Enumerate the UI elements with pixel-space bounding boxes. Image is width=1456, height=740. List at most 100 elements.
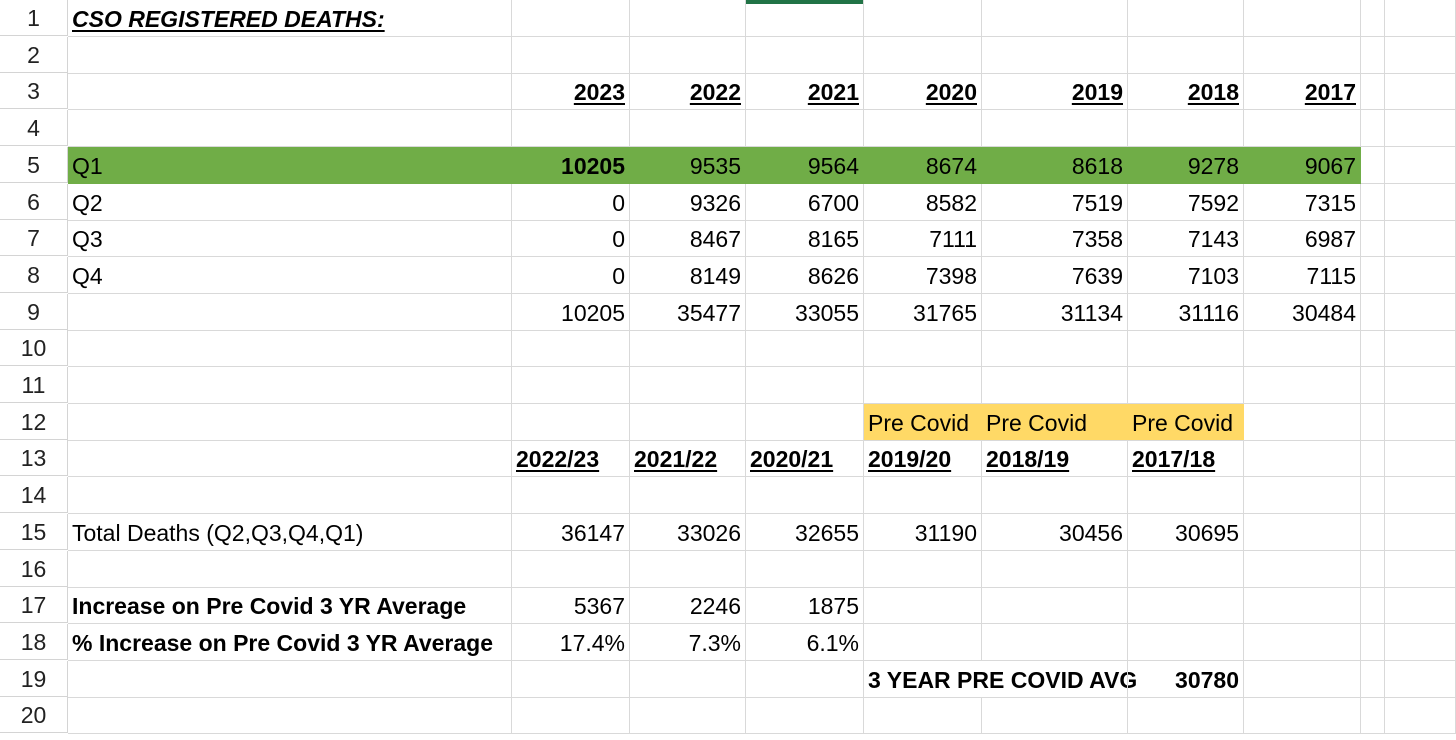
quarter-value[interactable]: 9067 — [1244, 146, 1361, 184]
cell[interactable] — [512, 477, 630, 515]
cell[interactable] — [1385, 440, 1456, 478]
cell[interactable] — [864, 550, 982, 588]
cell[interactable] — [1361, 403, 1385, 441]
quarter-value[interactable]: 8165 — [746, 220, 864, 258]
cell[interactable] — [1361, 660, 1385, 698]
cell[interactable] — [864, 367, 982, 404]
cell[interactable] — [1385, 0, 1456, 37]
cell[interactable] — [1385, 550, 1456, 588]
cell[interactable] — [1128, 110, 1244, 148]
sheet-title[interactable]: CSO REGISTERED DEATHS: — [68, 0, 512, 37]
cell[interactable] — [746, 660, 864, 698]
cell[interactable] — [1385, 110, 1456, 148]
period-header[interactable]: 2019/20 — [864, 440, 982, 478]
cell[interactable] — [1385, 293, 1456, 331]
cell[interactable] — [1361, 550, 1385, 588]
cell[interactable] — [68, 36, 512, 74]
cell[interactable] — [1385, 697, 1456, 735]
quarter-value[interactable]: 8626 — [746, 256, 864, 294]
cell[interactable] — [68, 73, 512, 111]
cell[interactable] — [630, 0, 746, 37]
cell[interactable] — [512, 367, 630, 404]
cell[interactable] — [1361, 587, 1385, 625]
row-header[interactable]: 18 — [0, 623, 68, 660]
total-deaths-label[interactable]: Total Deaths (Q2,Q3,Q4,Q1) — [68, 513, 512, 551]
cell[interactable] — [982, 330, 1128, 368]
cell[interactable] — [1244, 513, 1361, 551]
cell[interactable] — [1244, 660, 1361, 698]
year-header[interactable]: 2020 — [864, 73, 982, 111]
cell[interactable] — [630, 36, 746, 74]
cell[interactable] — [1361, 440, 1385, 478]
pre-covid-label[interactable]: Pre Covid — [982, 403, 1128, 441]
cell[interactable] — [746, 330, 864, 368]
cell[interactable] — [68, 330, 512, 368]
cell[interactable] — [1244, 0, 1361, 37]
period-header[interactable]: 2021/22 — [630, 440, 746, 478]
cell[interactable] — [1128, 550, 1244, 588]
cell[interactable] — [512, 697, 630, 735]
cell[interactable] — [68, 440, 512, 478]
cell[interactable] — [1385, 330, 1456, 368]
cell[interactable] — [746, 367, 864, 404]
quarter-value[interactable]: 7143 — [1128, 220, 1244, 258]
cell[interactable] — [512, 110, 630, 148]
pct-increase-label[interactable]: % Increase on Pre Covid 3 YR Average — [68, 623, 512, 661]
row-header[interactable]: 7 — [0, 220, 68, 257]
cell[interactable] — [1128, 36, 1244, 74]
row-header[interactable]: 13 — [0, 440, 68, 477]
cell[interactable] — [864, 477, 982, 515]
total-deaths-value[interactable]: 36147 — [512, 513, 630, 551]
cell[interactable] — [1244, 330, 1361, 368]
cell[interactable] — [1385, 623, 1456, 661]
quarter-value[interactable]: 9535 — [630, 146, 746, 184]
cell[interactable] — [1385, 73, 1456, 111]
pct-increase-value[interactable]: 6.1% — [746, 623, 864, 661]
cell[interactable] — [982, 660, 1128, 698]
total-deaths-value[interactable]: 30695 — [1128, 513, 1244, 551]
year-header[interactable]: 2023 — [512, 73, 630, 111]
cell[interactable] — [1244, 440, 1361, 478]
cell[interactable] — [1385, 403, 1456, 441]
quarter-value[interactable]: 10205 — [512, 146, 630, 184]
row-header[interactable]: 1 — [0, 0, 68, 36]
cell[interactable] — [864, 36, 982, 74]
row-header[interactable]: 8 — [0, 256, 68, 293]
cell[interactable] — [1385, 367, 1456, 404]
row-header[interactable]: 3 — [0, 73, 68, 110]
period-header[interactable]: 2017/18 — [1128, 440, 1244, 478]
cell[interactable] — [68, 697, 512, 735]
cell[interactable] — [630, 110, 746, 148]
total-deaths-value[interactable]: 31190 — [864, 513, 982, 551]
cell[interactable] — [1385, 513, 1456, 551]
quarter-value[interactable]: 7398 — [864, 256, 982, 294]
cell[interactable] — [1128, 0, 1244, 37]
cell[interactable] — [630, 660, 746, 698]
period-header[interactable]: 2022/23 — [512, 440, 630, 478]
total-deaths-value[interactable]: 30456 — [982, 513, 1128, 551]
cell[interactable] — [746, 477, 864, 515]
quarter-value[interactable]: 7519 — [982, 183, 1128, 221]
row-header[interactable]: 6 — [0, 183, 68, 220]
increase-value[interactable]: 2246 — [630, 587, 746, 625]
year-total[interactable]: 30484 — [1244, 293, 1361, 331]
cell[interactable] — [1361, 220, 1385, 258]
cell[interactable] — [512, 330, 630, 368]
quarter-value[interactable]: 8467 — [630, 220, 746, 258]
cell[interactable] — [68, 660, 512, 698]
quarter-value[interactable]: 7111 — [864, 220, 982, 258]
cell[interactable] — [68, 403, 512, 441]
cell[interactable] — [630, 367, 746, 404]
cell[interactable] — [982, 0, 1128, 37]
quarter-label[interactable]: Q3 — [68, 220, 512, 258]
cell[interactable] — [1128, 330, 1244, 368]
cell[interactable] — [1128, 587, 1244, 625]
row-header[interactable]: 9 — [0, 293, 68, 330]
row-header[interactable]: 15 — [0, 513, 68, 550]
increase-value[interactable]: 5367 — [512, 587, 630, 625]
cell[interactable] — [512, 36, 630, 74]
cell[interactable] — [1244, 477, 1361, 515]
row-header[interactable]: 2 — [0, 36, 68, 73]
pct-increase-value[interactable]: 7.3% — [630, 623, 746, 661]
row-header[interactable]: 5 — [0, 146, 68, 183]
